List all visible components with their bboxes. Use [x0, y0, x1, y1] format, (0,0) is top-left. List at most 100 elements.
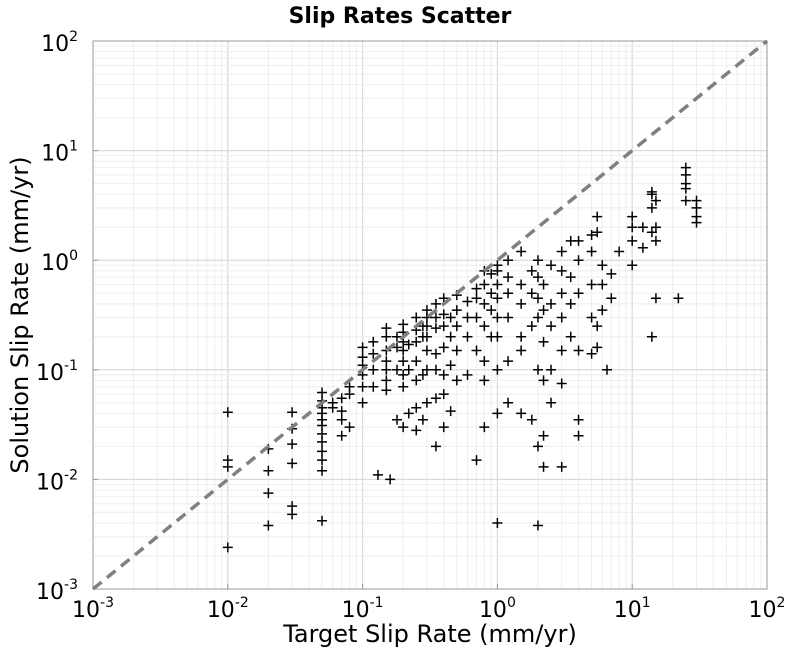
data-point — [691, 211, 702, 222]
data-point — [532, 293, 543, 304]
data-point — [392, 414, 403, 425]
data-point — [516, 279, 527, 290]
data-point — [492, 260, 503, 271]
data-point — [479, 375, 490, 386]
data-point — [336, 414, 347, 425]
scatter-points — [222, 162, 702, 553]
data-point — [430, 323, 441, 334]
data-point — [398, 345, 409, 356]
data-point — [556, 265, 567, 276]
data-point — [398, 356, 409, 367]
data-point — [586, 348, 597, 359]
y-tick-label: 100 — [41, 248, 78, 276]
chart-title: Slip Rates Scatter — [289, 4, 512, 29]
data-point — [421, 345, 432, 356]
data-point — [327, 397, 338, 408]
data-point — [462, 369, 473, 380]
data-point — [336, 430, 347, 441]
data-point — [430, 348, 441, 359]
data-point — [381, 323, 392, 334]
data-point — [526, 288, 537, 299]
data-point — [592, 321, 603, 332]
data-point — [287, 458, 298, 469]
data-point — [471, 345, 482, 356]
data-point — [650, 222, 661, 233]
data-point — [538, 461, 549, 472]
data-point — [573, 235, 584, 246]
y-tick-label: 10-3 — [36, 577, 78, 605]
data-point — [556, 288, 567, 299]
data-point — [430, 364, 441, 375]
data-point — [503, 397, 514, 408]
data-point — [556, 345, 567, 356]
data-point — [627, 235, 638, 246]
data-point — [368, 381, 379, 392]
data-point — [357, 342, 368, 353]
data-point — [606, 293, 617, 304]
data-point — [546, 260, 557, 271]
data-point — [516, 345, 527, 356]
data-point — [222, 461, 233, 472]
data-point — [592, 227, 603, 238]
data-point — [411, 336, 422, 347]
data-point — [398, 319, 409, 330]
y-tick-label: 10-2 — [36, 467, 78, 495]
data-point — [438, 342, 449, 353]
data-point — [556, 378, 567, 389]
data-point — [526, 265, 537, 276]
data-point — [287, 501, 298, 512]
data-point — [445, 312, 456, 323]
data-point — [411, 402, 422, 413]
data-point — [479, 422, 490, 433]
data-point — [597, 260, 608, 271]
data-point — [486, 268, 497, 279]
data-point — [445, 360, 456, 371]
data-point — [503, 312, 514, 323]
data-point — [445, 406, 456, 417]
axis-ticks: 10-3 10-2 10-1 100 101 102 10-3 10-2 10-1 100 101 1… — [36, 29, 785, 623]
data-point — [538, 336, 549, 347]
data-point — [411, 356, 422, 367]
data-point — [516, 331, 527, 342]
data-point — [486, 288, 497, 299]
data-point — [503, 255, 514, 266]
data-point — [573, 414, 584, 425]
data-point — [471, 283, 482, 294]
data-point — [392, 364, 403, 375]
data-point — [646, 227, 657, 238]
data-point — [592, 342, 603, 353]
data-point — [637, 222, 648, 233]
data-point — [411, 312, 422, 323]
reference-line — [91, 39, 769, 591]
data-point — [532, 520, 543, 531]
data-point — [445, 331, 456, 342]
data-point — [421, 305, 432, 316]
data-point — [381, 385, 392, 396]
data-point — [471, 312, 482, 323]
data-point — [438, 321, 449, 332]
data-point — [614, 246, 625, 257]
data-point — [627, 260, 638, 271]
data-point — [601, 364, 612, 375]
data-point — [421, 397, 432, 408]
data-point — [597, 279, 608, 290]
data-point — [586, 229, 597, 240]
data-point — [586, 246, 597, 257]
data-point — [650, 195, 661, 206]
data-point — [263, 488, 274, 499]
data-point — [451, 375, 462, 386]
data-point — [479, 356, 490, 367]
data-point — [597, 305, 608, 316]
data-point — [317, 387, 328, 398]
data-point — [392, 331, 403, 342]
data-point — [336, 393, 347, 404]
data-point — [546, 321, 557, 332]
data-point — [451, 345, 462, 356]
data-point — [430, 393, 441, 404]
data-point — [526, 414, 537, 425]
data-point — [398, 422, 409, 433]
data-point — [398, 369, 409, 380]
data-point — [381, 375, 392, 386]
data-point — [627, 222, 638, 233]
